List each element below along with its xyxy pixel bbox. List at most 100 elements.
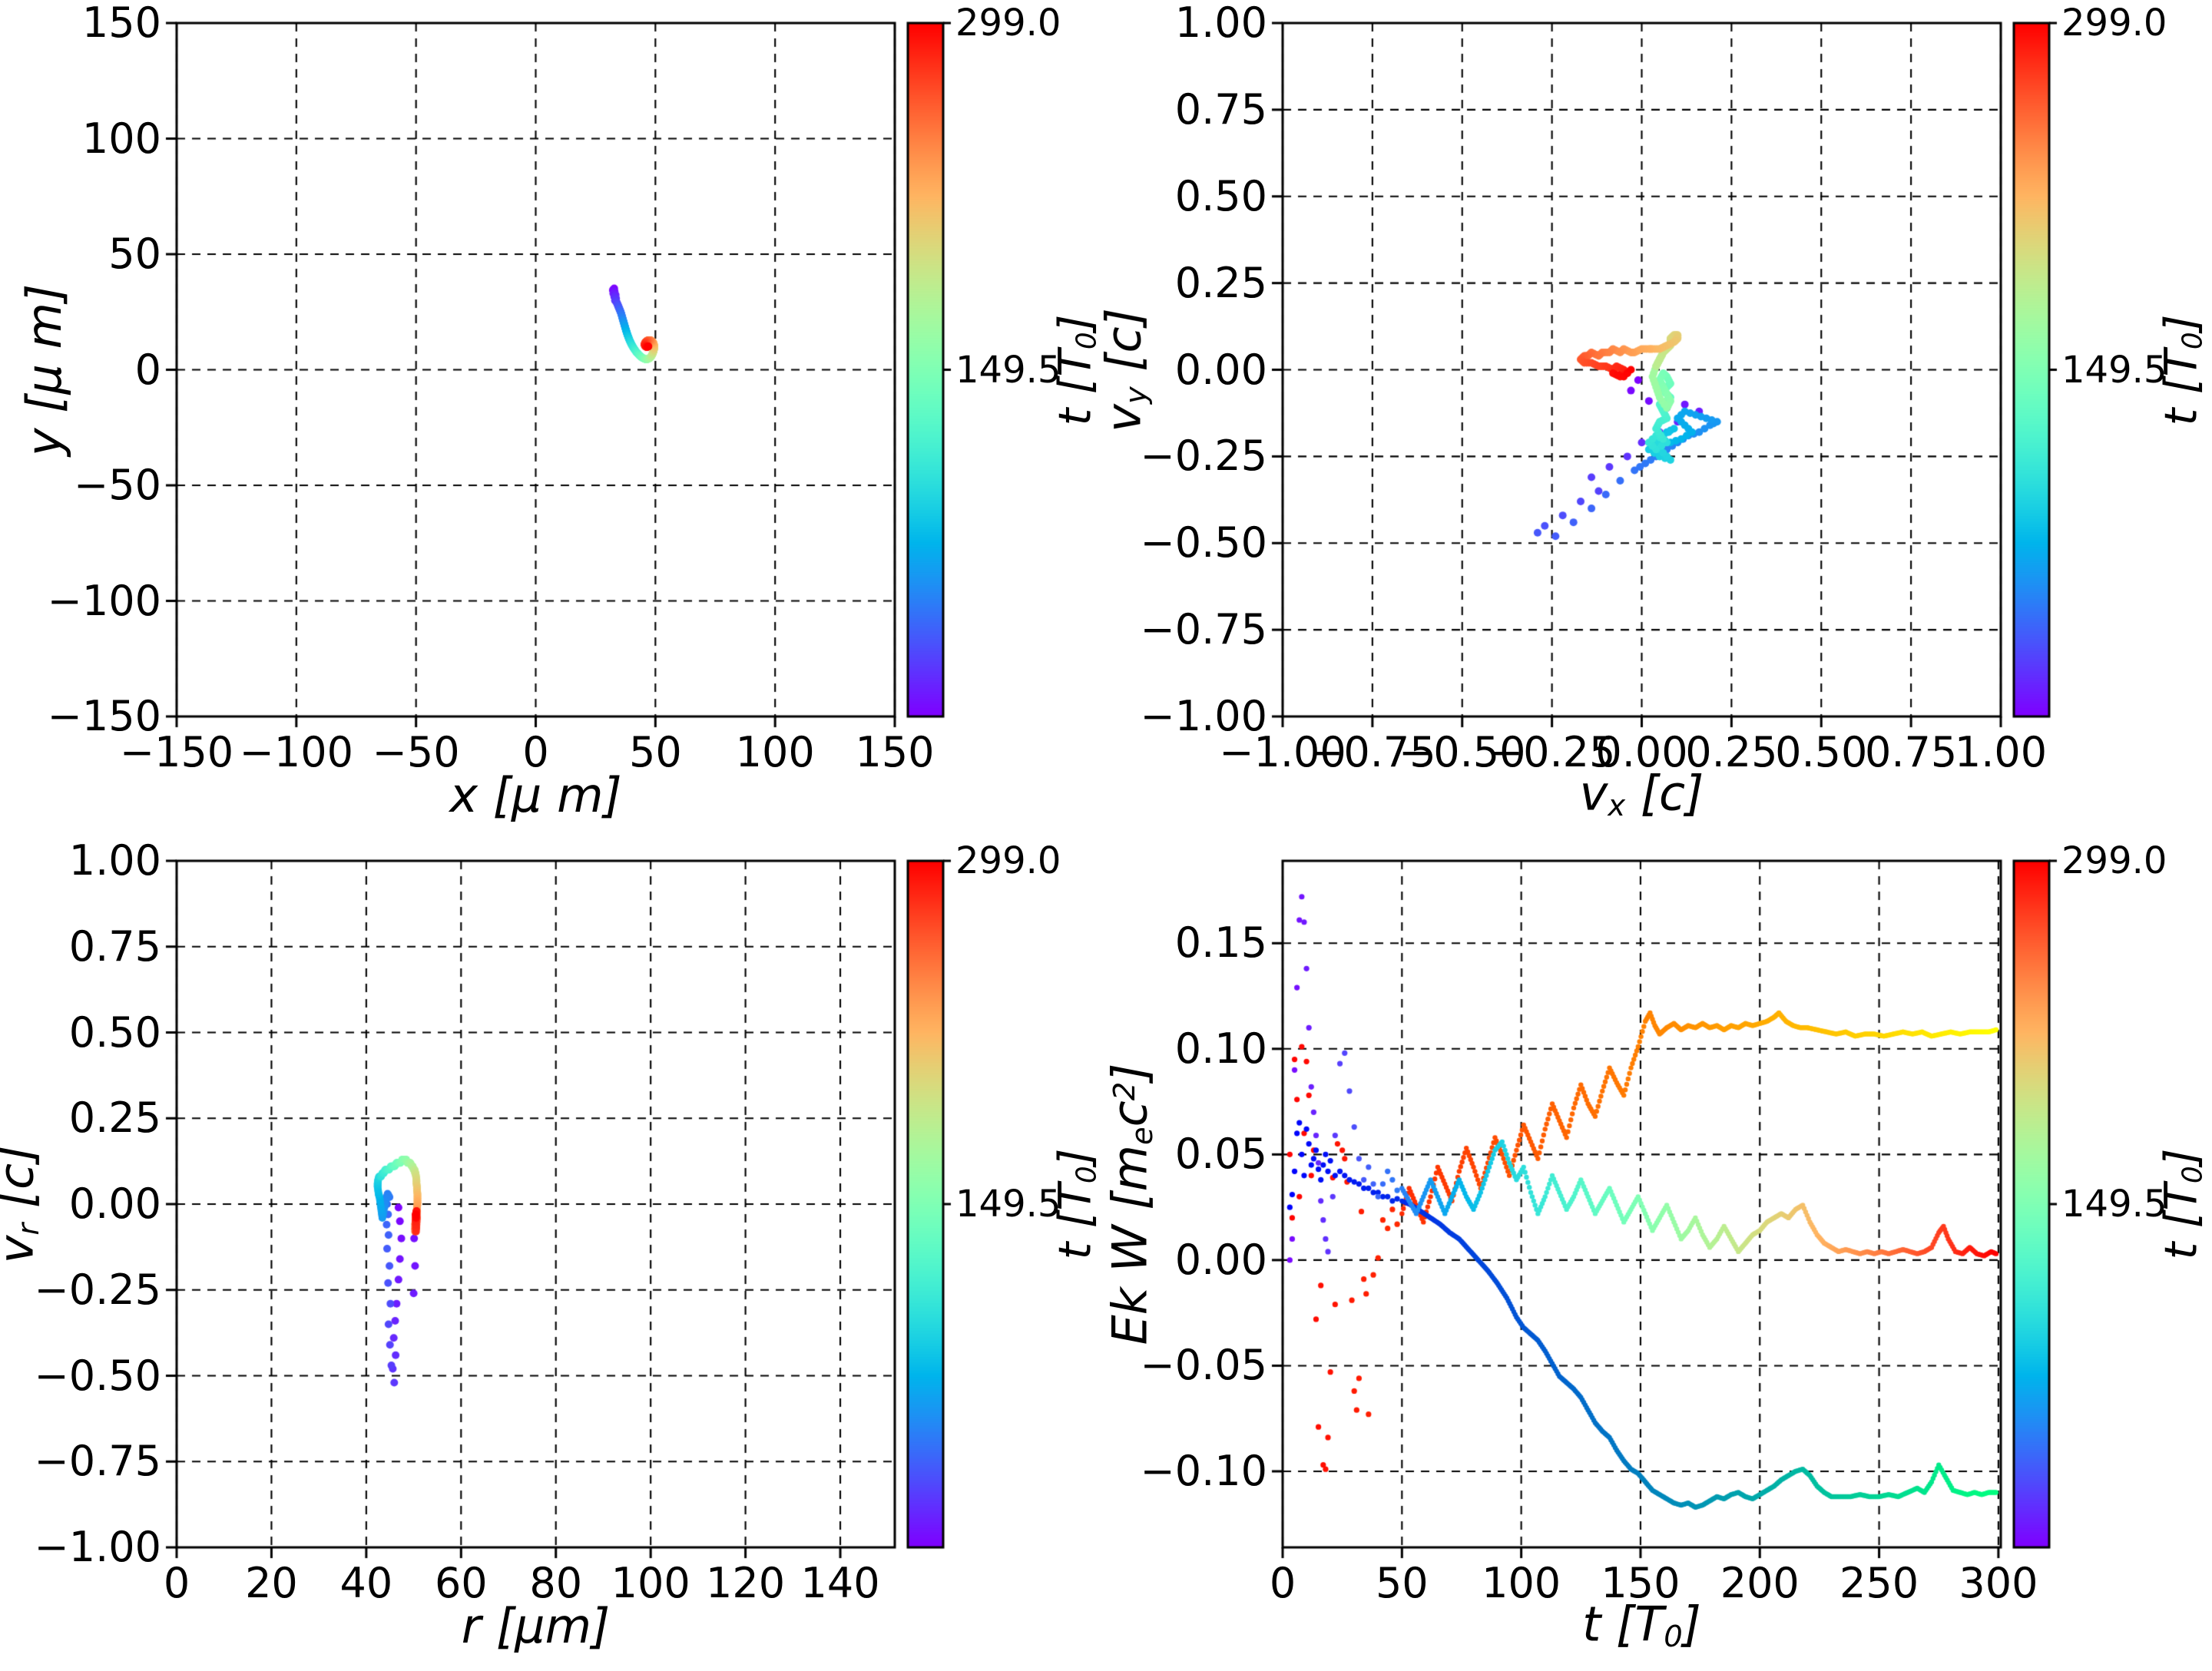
x-tick-label: 200: [1720, 1559, 1800, 1607]
label-fragment: 2: [1108, 1081, 1143, 1101]
y-tick-label: 0.25: [1174, 258, 1267, 307]
colorbar-tick-label: 299.0: [955, 2, 1061, 45]
colorbar-tick-label: 299.0: [2061, 839, 2167, 882]
panel-energy-vs-time: 0 50 100 150 200 250 300 0.15 0.10 0.05 0.00 −0.05−…: [1101, 836, 2212, 1671]
y-tick-label: −0.50: [1140, 518, 1267, 567]
label-fragment: 0: [1664, 1620, 1683, 1655]
y-tick-label: −0.25: [34, 1265, 161, 1314]
x-tick-label: 80: [529, 1559, 583, 1607]
x-tick-label: 50: [1375, 1559, 1429, 1607]
x-tick-label: 100: [611, 1559, 690, 1607]
y-tick-label: 0.00: [68, 1180, 161, 1228]
label-fragment: t [T: [1048, 349, 1101, 425]
label-fragment: [c]: [1095, 307, 1152, 386]
x-tick-label: 1.00: [1954, 728, 2048, 776]
label-fragment: v: [1095, 403, 1152, 432]
x-tick-label: −0.50: [1399, 728, 1526, 776]
colorbar-label: t [T0]: [1048, 1149, 1103, 1260]
y-tick-label: 0.25: [68, 1094, 161, 1143]
y-tick-label: 0.10: [1174, 1024, 1267, 1073]
plot-canvas-xy: [0, 0, 1106, 836]
y-tick-label: −0.50: [34, 1351, 161, 1400]
y-tick-label: 0.00: [1174, 1235, 1267, 1284]
y-axis-label: vr [c]: [0, 1144, 47, 1264]
label-fragment: Ek W [m: [1101, 1145, 1158, 1345]
y-tick-label: 0.75: [1174, 84, 1267, 134]
x-tick-label: 0: [163, 1559, 190, 1607]
label-fragment: ]: [1048, 314, 1101, 332]
label-fragment: r: [12, 1223, 47, 1236]
label-fragment: v: [0, 1236, 44, 1264]
x-axis-label: x [μ m]: [449, 772, 621, 819]
colorbar-label: t [T0]: [2154, 314, 2209, 425]
colorbar-tick-label: 149.5: [2061, 348, 2167, 392]
colorbar-tick-label: 149.5: [955, 1183, 1061, 1226]
label-fragment: [c]: [0, 1144, 45, 1209]
label-fragment: c: [1101, 1100, 1158, 1127]
colorbar-tick-label: 149.5: [2061, 1183, 2167, 1226]
x-axis-label: vx [c]: [1580, 769, 1704, 821]
x-tick-label: 60: [434, 1559, 488, 1607]
panel-velocity-vx-vy: −1.00 −0.75 −0.50 −0.25 0.00 0.25 0.50 0.75 1.00…: [1095, 0, 2212, 836]
x-tick-label: −50: [372, 728, 460, 776]
label-fragment: x: [1608, 789, 1626, 824]
x-tick-label: −0.75: [1309, 728, 1436, 776]
label-fragment: ]: [1048, 1148, 1101, 1166]
colorbar-tick-label: 149.5: [955, 348, 1061, 392]
x-axis-label: t [T0]: [1582, 1600, 1701, 1652]
colorbar-label: t [T0]: [1048, 314, 1102, 425]
x-tick-label: −0.25: [1488, 728, 1616, 776]
plot-canvas-vxvy: [1106, 0, 2212, 836]
y-tick-label: 1.00: [68, 836, 161, 885]
y-tick-label: 0.50: [68, 1008, 161, 1057]
y-tick-label: 150: [81, 0, 161, 47]
x-tick-label: 150: [1601, 1559, 1681, 1607]
label-fragment: 0: [2177, 331, 2209, 349]
y-tick-label: 0.00: [1174, 345, 1267, 394]
y-tick-label: 50: [108, 230, 161, 278]
y-tick-label: 0.50: [1174, 171, 1267, 220]
x-axis-label: r [μm]: [462, 1603, 610, 1650]
x-tick-label: 0.00: [1595, 728, 1688, 776]
label-fragment: v: [1579, 765, 1608, 822]
label-fragment: 0: [1071, 1166, 1103, 1184]
y-tick-label: −0.10: [1140, 1446, 1267, 1495]
y-axis-label: y [μ m]: [16, 283, 72, 455]
x-tick-label: 0.75: [1865, 728, 1958, 776]
y-tick-label: 0.05: [1174, 1130, 1267, 1179]
y-tick-label: −0.75: [1140, 605, 1267, 654]
label-fragment: y: [1119, 385, 1154, 404]
y-tick-label: 100: [81, 114, 161, 163]
y-tick-label: −50: [74, 461, 161, 509]
x-tick-label: −100: [239, 728, 353, 776]
x-tick-label: 100: [735, 728, 815, 776]
label-fragment: ]: [1101, 1063, 1158, 1082]
x-tick-label: 40: [339, 1559, 393, 1607]
plot-canvas-rvr: [0, 836, 1106, 1671]
label-fragment: ]: [2154, 314, 2207, 332]
label-fragment: x [μ m]: [449, 767, 622, 823]
label-fragment: t [T: [1582, 1596, 1664, 1653]
y-tick-label: 0: [134, 345, 161, 394]
label-fragment: y [μ m]: [16, 283, 72, 456]
x-tick-label: 250: [1839, 1559, 1919, 1607]
label-fragment: 0: [2177, 1166, 2209, 1184]
colorbar-tick-label: 299.0: [2061, 2, 2167, 45]
x-tick-label: 0: [522, 728, 549, 776]
label-fragment: t [T: [2154, 349, 2207, 425]
label-fragment: r [μm]: [461, 1598, 611, 1654]
label-fragment: [c]: [1625, 765, 1704, 822]
label-fragment: t [T: [1048, 1183, 1101, 1260]
x-tick-label: 140: [800, 1559, 880, 1607]
y-tick-label: −1.00: [34, 1523, 161, 1571]
x-tick-label: 50: [628, 728, 682, 776]
x-tick-label: 0: [1269, 1559, 1296, 1607]
plot-canvas-ekw: [1106, 836, 2212, 1671]
x-tick-label: 0.50: [1775, 728, 1868, 776]
x-tick-label: 20: [245, 1559, 298, 1607]
x-tick-label: 150: [855, 728, 935, 776]
y-tick-label: 1.00: [1174, 0, 1267, 47]
label-fragment: t [T: [2154, 1183, 2207, 1260]
label-fragment: e: [1125, 1127, 1161, 1145]
